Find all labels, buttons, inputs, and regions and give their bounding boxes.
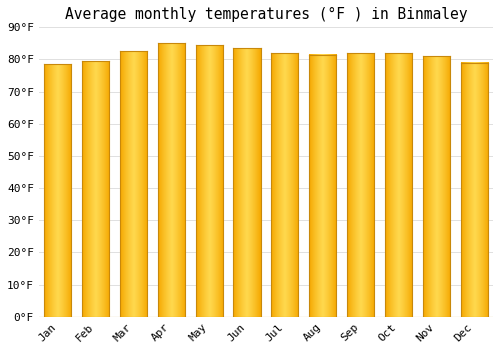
Title: Average monthly temperatures (°F ) in Binmaley: Average monthly temperatures (°F ) in Bi… (64, 7, 467, 22)
